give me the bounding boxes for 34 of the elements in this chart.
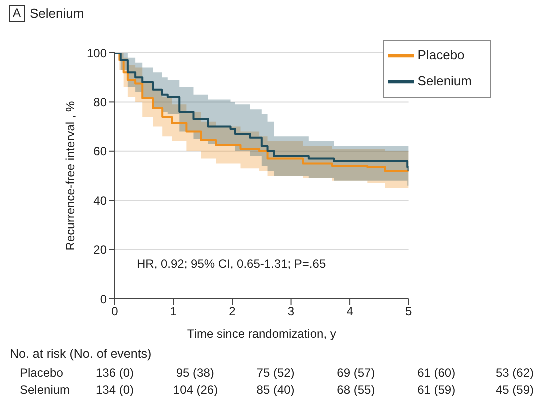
y-tick-label: 100	[86, 46, 108, 60]
text: 45 (59)	[494, 383, 536, 397]
text: 136 (0)	[94, 366, 136, 380]
y-tick-label: 80	[94, 95, 108, 110]
text: 85 (40)	[256, 383, 296, 397]
text: 61 (60)	[416, 366, 457, 380]
text: 95 (38)	[175, 366, 216, 380]
text: 134 (0)	[94, 383, 136, 397]
annotation: HR, 0.92; 95% CI, 0.65-1.31; P=.65	[137, 257, 326, 271]
x-tick-label: 2	[229, 304, 236, 319]
x-tick-label: 1	[170, 304, 178, 319]
text: 68 (55)	[336, 383, 376, 397]
y-tick-label: 60	[94, 144, 108, 159]
text: A	[9, 5, 26, 22]
y-tick-label: 20	[94, 243, 108, 258]
x-axis-title: Time since randomization, y	[187, 327, 336, 341]
text: 69 (57)	[336, 366, 376, 380]
text: 104 (26)	[173, 383, 218, 397]
x-tick-label: 0	[112, 304, 119, 319]
legend-label: Placebo	[418, 47, 465, 62]
text: Placebo	[20, 366, 64, 380]
text: No. at risk (No. of events)	[10, 347, 152, 361]
text: Selenium	[20, 383, 70, 397]
chart-title: Selenium	[30, 5, 84, 22]
text: 53 (62)	[494, 366, 536, 380]
y-axis-title: Recurrence-free interval , %	[63, 100, 78, 251]
x-tick-label: 3	[288, 304, 295, 319]
y-tick-label: 40	[94, 194, 108, 208]
x-tick-label: 4	[346, 304, 354, 319]
y-tick-label: 0	[100, 292, 108, 306]
x-tick-label: 5	[405, 304, 412, 319]
text: 61 (59)	[416, 383, 457, 397]
text: 75 (52)	[256, 366, 296, 380]
legend-label: Selenium	[418, 73, 472, 88]
